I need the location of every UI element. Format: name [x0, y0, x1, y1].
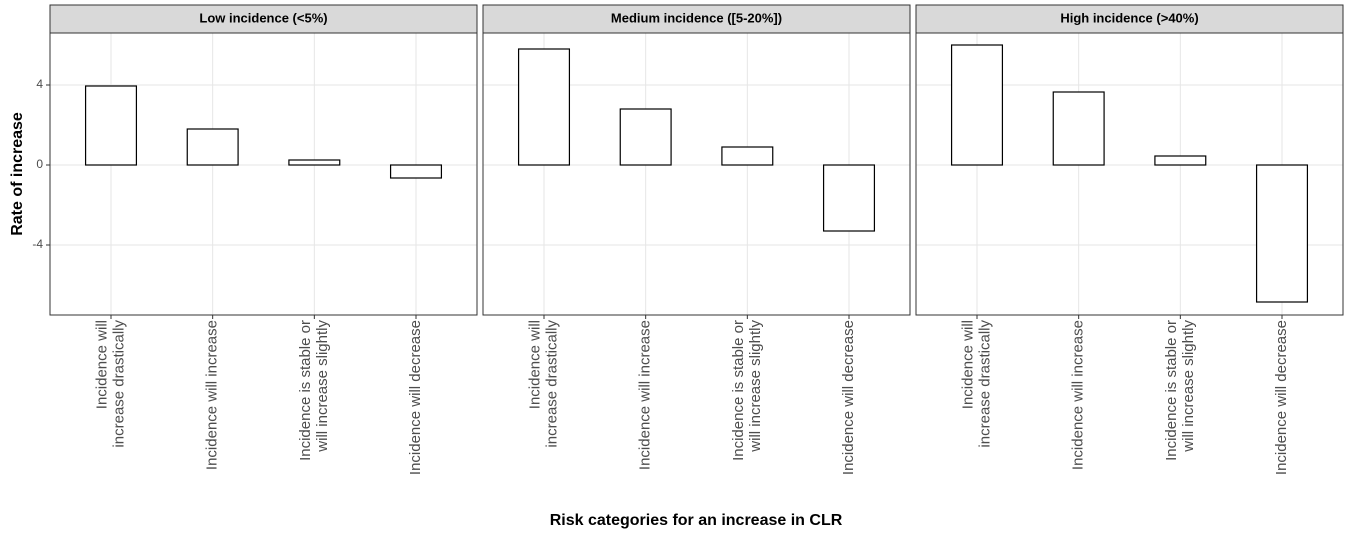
facet-strip	[915, 4, 1344, 34]
x-tick-label: Incidence is stable or	[1163, 320, 1180, 461]
bar	[517, 48, 571, 166]
y-tick-label: 4	[36, 77, 43, 91]
bar	[389, 164, 443, 179]
facet-title: Low incidence (<5%)	[199, 10, 327, 25]
y-axis-title: Rate of increase	[9, 112, 26, 236]
y-tick-label: 0	[36, 157, 43, 171]
bar	[721, 146, 774, 166]
facet-strip	[49, 4, 478, 34]
x-tick-label: increase drastically	[543, 320, 560, 448]
panel-border	[915, 32, 1344, 316]
x-tick-label: Incidence will decrease	[840, 320, 857, 475]
x-tick-label: Incidence will	[959, 320, 976, 409]
bar	[1154, 155, 1207, 166]
bar	[84, 85, 138, 166]
bar	[186, 128, 239, 166]
x-tick-label: Incidence will increase	[204, 320, 221, 470]
facet-strip	[482, 4, 911, 34]
x-tick-label: Incidence will	[526, 320, 543, 409]
bar	[822, 164, 876, 232]
x-tick-label: Incidence will decrease	[1273, 320, 1290, 475]
bar	[950, 44, 1004, 166]
bar	[1052, 91, 1105, 166]
panel-border	[482, 32, 911, 316]
x-tick-label: Incidence will	[93, 320, 110, 409]
facet-title: Medium incidence ([5-20%])	[611, 10, 782, 25]
panel-border	[49, 32, 478, 316]
x-tick-label: Incidence is stable or	[297, 320, 314, 461]
x-tick-label: Incidence will increase	[1070, 320, 1087, 470]
x-tick-label: Incidence will decrease	[407, 320, 424, 475]
y-tick-label: -4	[32, 237, 43, 251]
x-tick-label: increase drastically	[110, 320, 127, 448]
bar	[1255, 164, 1309, 303]
x-axis-title: Risk categories for an increase in CLR	[550, 512, 843, 529]
x-tick-label: will increase slightly	[747, 320, 764, 453]
x-tick-label: increase drastically	[976, 320, 993, 448]
facet-title: High incidence (>40%)	[1060, 10, 1198, 25]
x-tick-label: will increase slightly	[1180, 320, 1197, 453]
bar	[619, 108, 672, 166]
x-tick-label: Incidence is stable or	[730, 320, 747, 461]
x-tick-label: will increase slightly	[314, 320, 331, 453]
bar	[288, 159, 341, 166]
x-tick-label: Incidence will increase	[637, 320, 654, 470]
